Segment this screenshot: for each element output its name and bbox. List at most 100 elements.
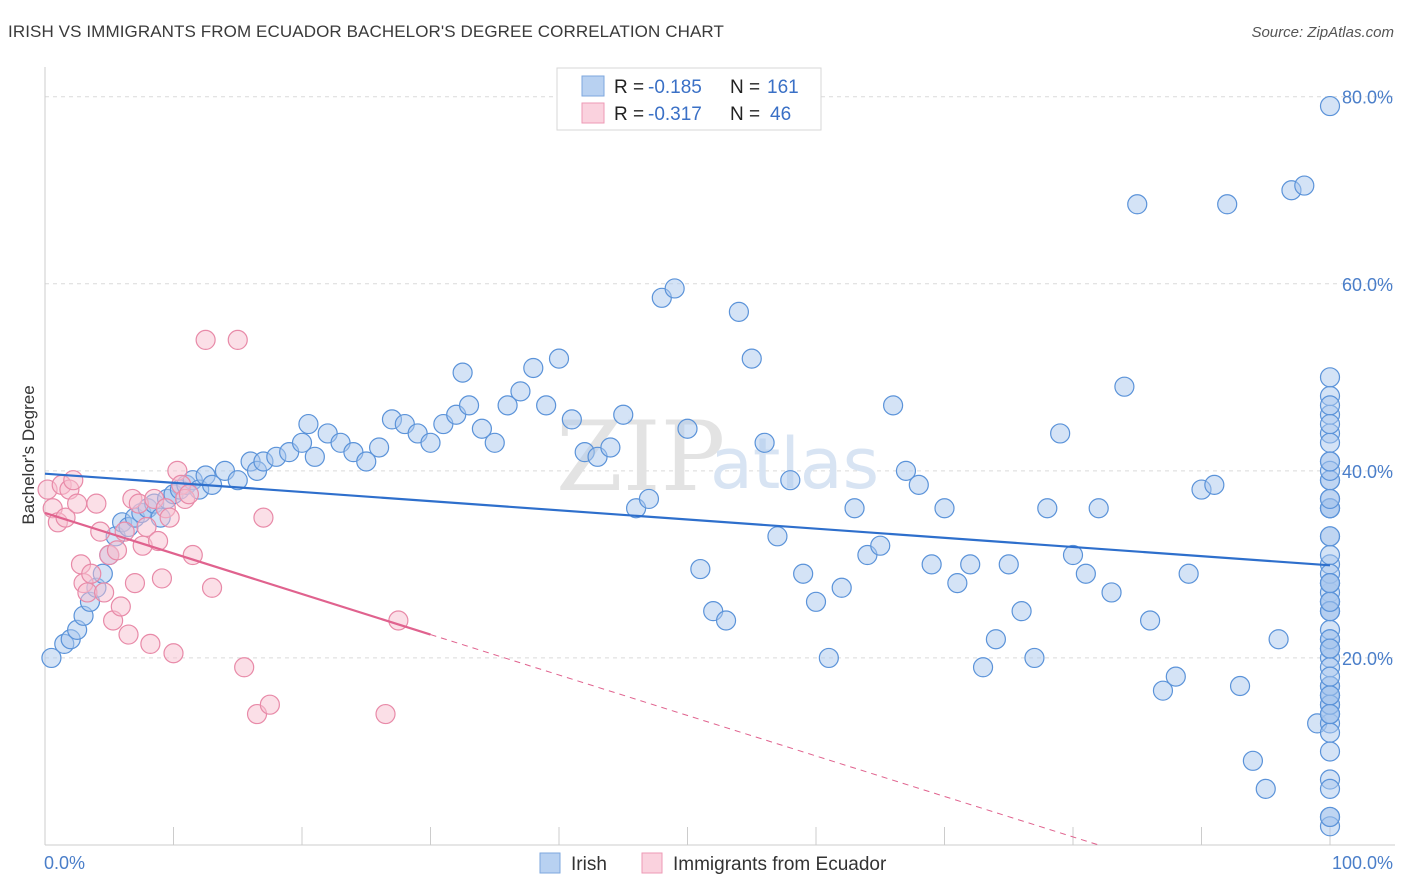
point-irish bbox=[754, 432, 775, 453]
point-irish bbox=[728, 301, 750, 322]
point-ecuador bbox=[67, 493, 88, 514]
point-irish bbox=[1319, 685, 1341, 706]
point-ecuador bbox=[90, 521, 111, 542]
point-irish bbox=[1204, 474, 1225, 495]
point-irish bbox=[420, 432, 441, 453]
point-irish bbox=[1127, 194, 1148, 215]
point-irish bbox=[600, 437, 621, 458]
point-irish bbox=[510, 381, 531, 402]
point-irish bbox=[1011, 601, 1032, 622]
point-irish bbox=[882, 395, 904, 416]
point-ecuador bbox=[118, 624, 139, 645]
point-irish bbox=[1319, 95, 1341, 117]
point-irish bbox=[1178, 563, 1199, 584]
point-irish bbox=[536, 395, 557, 416]
point-irish bbox=[998, 554, 1019, 575]
legend-n-value-irish: 161 bbox=[767, 77, 799, 98]
point-ecuador bbox=[201, 577, 223, 598]
legend-r-label-ecuador: R = bbox=[614, 104, 644, 125]
legend-n-value-ecuador: 46 bbox=[770, 104, 791, 125]
legend-swatch-ecuador bbox=[581, 102, 605, 124]
point-irish bbox=[523, 357, 544, 379]
point-irish bbox=[1217, 194, 1238, 215]
point-irish bbox=[1114, 376, 1135, 397]
point-irish bbox=[1319, 526, 1341, 547]
point-ecuador bbox=[163, 643, 184, 664]
point-irish bbox=[1319, 638, 1341, 659]
point-irish bbox=[1139, 610, 1161, 631]
point-irish bbox=[664, 278, 685, 299]
point-irish bbox=[960, 554, 981, 575]
point-irish bbox=[1294, 175, 1315, 196]
legend-r-value-irish: -0.185 bbox=[648, 77, 702, 98]
point-irish bbox=[291, 432, 313, 453]
watermark-atlas: atlas bbox=[710, 423, 879, 505]
tick-labels: 20.0% 40.0% 60.0% 80.0% 0.0% 100.0% bbox=[44, 88, 1393, 873]
point-irish bbox=[41, 647, 62, 669]
legend-n-label-ecuador: N = bbox=[730, 104, 760, 125]
point-irish bbox=[1229, 675, 1251, 697]
point-ecuador bbox=[195, 329, 216, 351]
point-irish bbox=[356, 451, 377, 472]
point-irish bbox=[1255, 778, 1276, 799]
point-irish bbox=[1165, 666, 1186, 687]
point-irish bbox=[831, 577, 852, 598]
point-irish bbox=[1152, 680, 1174, 701]
point-irish bbox=[895, 460, 917, 481]
point-irish bbox=[985, 629, 1007, 650]
point-ecuador bbox=[253, 507, 274, 528]
point-ecuador bbox=[178, 484, 200, 505]
point-irish bbox=[1319, 591, 1341, 612]
legend-bottom-swatch-irish bbox=[539, 852, 561, 874]
point-irish bbox=[1319, 572, 1341, 594]
point-ecuador bbox=[227, 329, 248, 351]
point-irish bbox=[780, 470, 801, 491]
trend-line-ecuador-extension bbox=[430, 634, 1099, 846]
point-irish bbox=[1319, 778, 1341, 799]
point-irish bbox=[369, 437, 390, 458]
point-ecuador bbox=[159, 507, 180, 528]
point-ecuador bbox=[94, 582, 115, 603]
point-irish bbox=[1037, 498, 1058, 519]
point-irish bbox=[1319, 806, 1341, 828]
point-irish bbox=[458, 395, 480, 416]
point-irish bbox=[818, 647, 839, 669]
point-irish bbox=[1319, 413, 1341, 435]
point-ecuador bbox=[375, 703, 396, 725]
point-ecuador bbox=[147, 530, 169, 552]
point-irish bbox=[1024, 647, 1045, 669]
point-irish bbox=[1319, 703, 1341, 725]
point-irish bbox=[1050, 423, 1071, 444]
y-tick-label: 40.0% bbox=[1342, 462, 1393, 482]
y-tick-label: 60.0% bbox=[1342, 275, 1393, 295]
point-irish bbox=[1319, 544, 1341, 566]
point-irish bbox=[844, 498, 865, 519]
point-irish bbox=[638, 488, 660, 510]
point-irish bbox=[1268, 629, 1289, 650]
point-irish bbox=[767, 526, 788, 547]
y-axis-label: Bachelor's Degree bbox=[19, 385, 38, 524]
trend-line-ecuador bbox=[44, 511, 431, 636]
point-irish bbox=[1062, 544, 1084, 566]
point-irish bbox=[548, 348, 570, 369]
data-points bbox=[37, 95, 1341, 837]
point-ecuador bbox=[86, 493, 107, 514]
point-ecuador bbox=[81, 563, 102, 584]
point-irish bbox=[1319, 666, 1341, 687]
chart-title: IRISH VS IMMIGRANTS FROM ECUADOR BACHELO… bbox=[8, 22, 724, 41]
legend-bottom-label-ecuador: Immigrants from Ecuador bbox=[673, 854, 887, 875]
point-irish bbox=[947, 572, 968, 594]
chart-source: Source: ZipAtlas.com bbox=[1251, 24, 1394, 41]
point-irish bbox=[934, 498, 955, 519]
point-irish bbox=[298, 413, 319, 435]
point-irish bbox=[793, 563, 814, 584]
legend-swatch-irish bbox=[581, 75, 605, 97]
point-irish bbox=[471, 418, 492, 439]
point-irish bbox=[1319, 488, 1341, 510]
x-tick-label-max: 100.0% bbox=[1332, 853, 1393, 873]
x-tick-label-min: 0.0% bbox=[44, 853, 85, 873]
point-irish bbox=[484, 432, 505, 453]
trend-lines bbox=[44, 472, 1331, 846]
point-irish bbox=[690, 558, 711, 580]
point-ecuador bbox=[140, 633, 161, 654]
